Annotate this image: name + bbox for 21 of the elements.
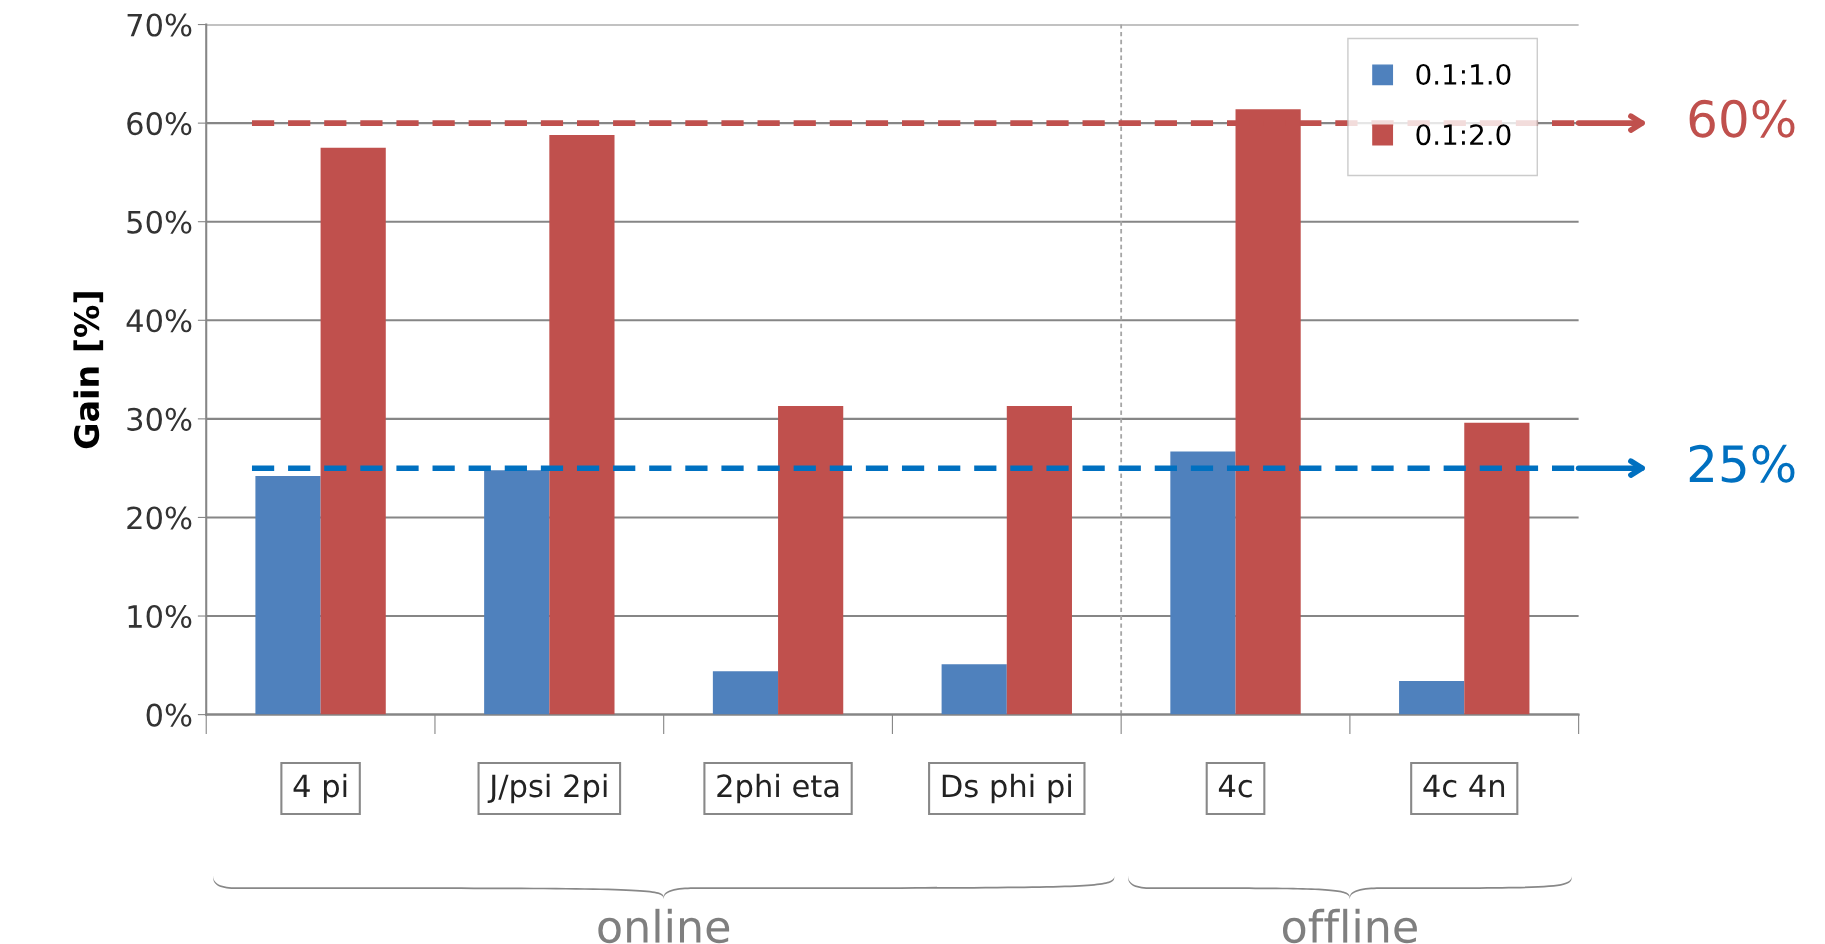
x-tick-label: 4c [1218, 774, 1252, 798]
ref-line-label: 25% [1689, 444, 1795, 483]
y-tick-label: 50% [127, 210, 192, 234]
text: offline [1283, 908, 1417, 944]
legend-label: 0.1:2.0 [1416, 124, 1511, 146]
y-tick-label: 40% [126, 309, 192, 333]
x-tick-label: Ds phi pi [942, 773, 1071, 804]
y-tick-label: 70% [127, 13, 192, 37]
y-tick-label: 10% [128, 604, 192, 629]
legend-label: 0.1:1.0 [1416, 63, 1511, 85]
ref-line-label: 60% [1689, 99, 1795, 138]
y-axis-title: Gain [%] [73, 292, 104, 449]
y-tick-label: 0% [146, 703, 192, 727]
x-tick-label: 2phi eta [717, 773, 839, 804]
x-tick-label: 4c 4n [1423, 774, 1505, 798]
text: online [598, 908, 730, 944]
y-tick-label: 30% [127, 407, 192, 431]
x-tick-label: J/psi 2pi [487, 773, 607, 804]
y-tick-label: 20% [127, 506, 192, 530]
y-tick-label: 60% [127, 112, 192, 136]
x-tick-label: 4 pi [293, 773, 347, 804]
